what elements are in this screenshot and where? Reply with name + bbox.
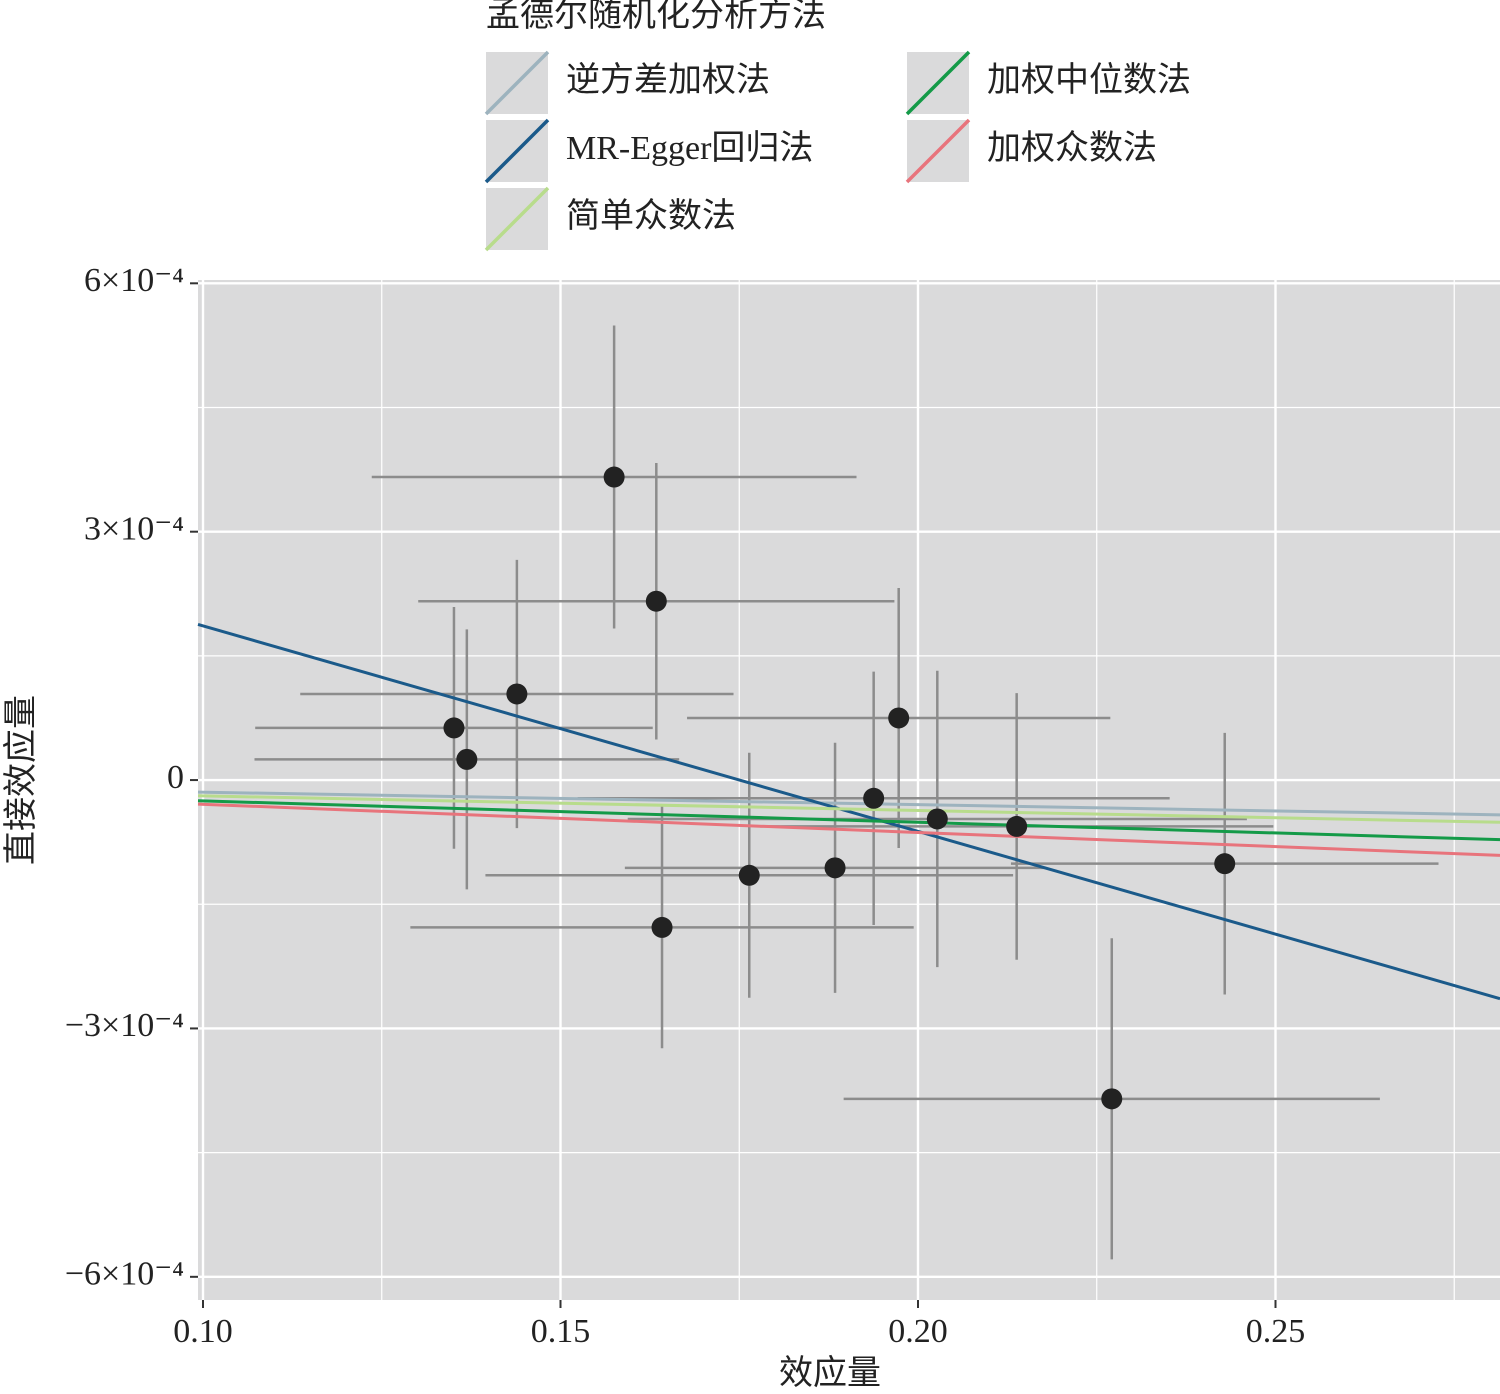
- legend-swatch: [484, 50, 550, 116]
- regression-line: [197, 794, 1500, 824]
- x-axis-label: 效应量: [779, 1354, 881, 1392]
- legend-label: 简单众数法: [566, 197, 736, 235]
- x-tick-label: 0.15: [531, 1313, 591, 1350]
- legend-label: MR-Egger回归法: [566, 129, 813, 167]
- y-tick-label: −3×10⁻⁴: [65, 1007, 184, 1044]
- y-tick-label: 0: [167, 759, 184, 796]
- legend-swatch: [484, 186, 550, 252]
- legend-swatch: [905, 50, 971, 116]
- point: [1101, 1088, 1123, 1110]
- point: [1006, 815, 1028, 837]
- point: [443, 717, 465, 739]
- legend-label: 加权中位数法: [987, 61, 1191, 99]
- point: [1214, 853, 1236, 875]
- point: [456, 748, 478, 770]
- legend-title: 孟德尔随机化分析方法: [486, 0, 826, 34]
- point: [888, 707, 910, 729]
- point: [603, 466, 625, 488]
- point: [863, 787, 885, 809]
- y-tick-label: 6×10⁻⁴: [84, 262, 184, 299]
- legend-swatch: [484, 118, 550, 184]
- y-axis-label: 直接效应量: [2, 695, 40, 865]
- point: [738, 864, 760, 886]
- point: [824, 857, 846, 879]
- regression-line: [197, 799, 1500, 842]
- legend-swatch: [905, 118, 971, 184]
- point: [926, 808, 948, 830]
- regression-line: [197, 622, 1500, 1001]
- point: [506, 683, 528, 705]
- legend-label: 逆方差加权法: [566, 61, 770, 99]
- plot-background: [198, 280, 1500, 1300]
- regression-line: [197, 790, 1500, 817]
- y-tick-label: 3×10⁻⁴: [84, 510, 184, 547]
- regression-line: [197, 802, 1500, 857]
- x-tick-label: 0.10: [173, 1313, 233, 1350]
- point: [651, 916, 673, 938]
- y-tick-label: −6×10⁻⁴: [65, 1256, 184, 1293]
- point: [645, 590, 667, 612]
- x-tick-label: 0.20: [888, 1313, 948, 1350]
- x-tick-label: 0.25: [1246, 1313, 1306, 1350]
- legend-label: 加权众数法: [987, 129, 1157, 167]
